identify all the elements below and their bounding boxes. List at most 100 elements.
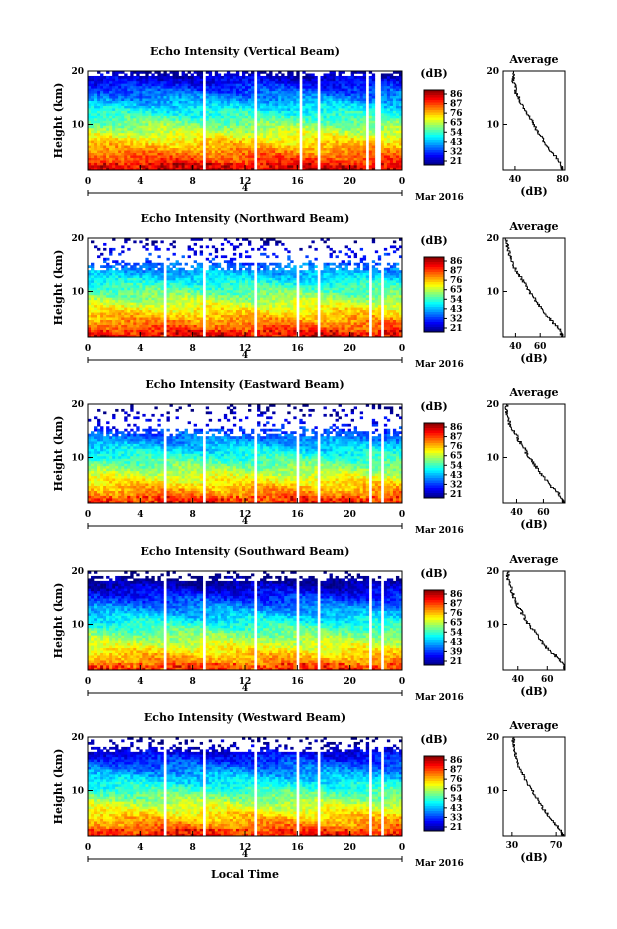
heatmap-cell (97, 103, 101, 106)
heatmap-cell (275, 80, 279, 84)
heatmap-cell (178, 280, 182, 283)
heatmap-cell (94, 95, 98, 99)
heatmap-cell (118, 93, 122, 97)
heatmap-cell (190, 145, 194, 149)
heatmap-cell (320, 98, 324, 101)
heatmap-cell (229, 110, 234, 114)
heatmap-cell (326, 165, 330, 168)
heatmap-cell (100, 329, 104, 333)
heatmap-cell (184, 322, 188, 325)
heatmap-cell (332, 165, 336, 168)
heatmap-cell (344, 78, 348, 82)
heatmap-cell (229, 98, 234, 101)
heatmap-cell (106, 105, 110, 109)
heatmap-cell (136, 73, 140, 77)
heatmap-cell (323, 157, 327, 161)
heatmap-cell (97, 80, 101, 84)
heatmap-cell (193, 304, 197, 308)
heatmap-cell (157, 140, 161, 144)
heatmap-cell (217, 105, 222, 109)
heatmap-cell (184, 85, 188, 89)
heatmap-cell (106, 167, 110, 171)
heatmap-cell (359, 157, 364, 161)
heatmap-cell (245, 71, 249, 74)
heatmap-cell (154, 100, 158, 104)
heatmap-cell (178, 322, 182, 325)
heatmap-cell (88, 160, 92, 163)
heatmap-cell (362, 162, 367, 166)
heatmap-cell (139, 327, 143, 330)
heatmap-cell (347, 110, 351, 114)
heatmap-cell (145, 307, 149, 311)
heatmap-cell (127, 304, 131, 308)
heatmap-cell (121, 327, 125, 330)
heatmap-cell (127, 319, 131, 323)
heatmap-cell (145, 108, 149, 111)
heatmap-cell (238, 83, 243, 87)
heatmap-cell (241, 122, 246, 126)
heatmap-cell (121, 157, 125, 161)
colorbar-segment (424, 112, 444, 116)
heatmap-cell (311, 108, 315, 111)
heatmap-cell (229, 78, 234, 82)
heatmap-cell (389, 85, 394, 89)
heatmap-cell (196, 292, 201, 296)
heatmap-cell (190, 304, 194, 308)
heatmap-cell (139, 98, 143, 101)
heatmap-cell (118, 252, 122, 256)
heatmap-cell (311, 75, 315, 79)
heatmap-cell (112, 125, 116, 129)
heatmap-cell (245, 127, 249, 131)
heatmap-cell (196, 302, 201, 306)
heatmap-cell (269, 120, 273, 124)
heatmap-cell (323, 103, 327, 106)
colorbar-segment (424, 105, 444, 108)
heatmap-cell (196, 329, 201, 333)
heatmap-cell (196, 165, 201, 168)
heatmap-cell (272, 95, 276, 99)
heatmap-cell (205, 152, 210, 156)
heatmap-cell (329, 85, 333, 89)
heatmap-cell (217, 130, 222, 134)
heatmap-cell (305, 113, 309, 116)
heatmap-cell (326, 103, 330, 106)
heatmap-cell (350, 160, 354, 163)
heatmap-cell (157, 309, 161, 313)
heatmap-cell (166, 297, 170, 301)
heatmap-cell (166, 257, 170, 261)
heatmap-cell (386, 150, 391, 153)
heatmap-cell (353, 115, 358, 119)
heatmap-cell (130, 155, 134, 158)
heatmap-cell (139, 334, 143, 338)
heatmap-cell (127, 108, 131, 111)
heatmap-cell (338, 118, 342, 121)
heatmap-cell (112, 93, 116, 97)
heatmap-cell (371, 127, 376, 131)
heatmap-cell (350, 125, 354, 129)
heatmap-cell (142, 145, 146, 149)
heatmap-cell (91, 137, 95, 141)
heatmap-cell (133, 334, 137, 338)
heatmap-cell (103, 329, 107, 333)
heatmap-cell (181, 319, 185, 323)
heatmap-cell (94, 245, 98, 249)
heatmap-cells (88, 71, 403, 171)
heatmap-cell (187, 71, 191, 74)
heatmap-cell (226, 83, 231, 87)
colorbar-tick-label: 86 (450, 90, 463, 100)
heatmap-cell (251, 125, 255, 129)
heatmap-cell (329, 78, 333, 82)
heatmap-cell (109, 75, 113, 79)
heatmap-cell (151, 240, 155, 244)
heatmap-cell (124, 95, 128, 99)
heatmap-cell (326, 118, 330, 121)
heatmap-cell (311, 145, 315, 149)
heatmap-cell (284, 162, 288, 166)
heatmap-cell (118, 329, 122, 333)
heatmap-cell (281, 147, 285, 151)
heatmap-cell (272, 115, 276, 119)
heatmap-cell (187, 113, 191, 116)
heatmap-cell (308, 157, 312, 161)
heatmap-cell (211, 103, 216, 106)
heatmap-cell (362, 167, 367, 171)
